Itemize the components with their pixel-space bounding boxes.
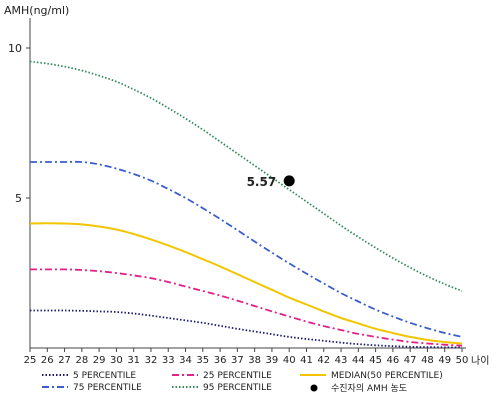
y-tick-label: 5 xyxy=(15,192,22,205)
series-line-25-percentile xyxy=(30,268,463,347)
x-tick-label: 25 xyxy=(24,355,37,366)
legend: 5 PERCENTILE 75 PERCENTILE 25 PERCENTILE 95… xyxy=(42,371,443,394)
legend-label-25-percentile: 25 PERCENTILE xyxy=(203,371,272,381)
y-axis-ticks: 5 10 xyxy=(8,42,30,205)
x-tick-label: 39 xyxy=(266,355,279,366)
x-tick-label: 36 xyxy=(214,355,227,366)
legend-label-median-50-percentile: MEDIAN(50 PERCENTILE) xyxy=(331,371,443,381)
legend-label-patient-amh: 수진자의 AMH 농도 xyxy=(331,383,407,394)
patient-amh-point xyxy=(283,175,295,187)
x-tick-label: 33 xyxy=(162,355,175,366)
y-tick-label: 10 xyxy=(8,42,22,55)
x-tick-label: 40 xyxy=(283,355,296,366)
legend-label-75-percentile: 75 PERCENTILE xyxy=(73,383,142,393)
x-tick-label: 50 xyxy=(456,355,469,366)
x-tick-label: 30 xyxy=(110,355,123,366)
x-tick-label: 44 xyxy=(352,355,365,366)
legend-marker-swatch xyxy=(310,384,318,392)
legend-label-95-percentile: 95 PERCENTILE xyxy=(203,383,272,393)
x-tick-label: 42 xyxy=(317,355,330,366)
patient-marker-group: 5.57 xyxy=(247,175,295,189)
x-tick-label: 34 xyxy=(179,355,192,366)
series-line-median-50-percentile xyxy=(29,222,463,345)
x-tick-label: 47 xyxy=(404,355,417,366)
x-tick-label: 31 xyxy=(127,355,140,366)
y-axis-title: AMH(ng/ml) xyxy=(4,4,69,17)
x-tick-label: 41 xyxy=(300,355,313,366)
x-tick-label: 32 xyxy=(145,355,158,366)
legend-label-5-percentile: 5 PERCENTILE xyxy=(73,371,136,381)
x-axis-ticks: 25 26 27 28 29 30 31 32 33 34 35 36 37 38 39 40 41 42 43 44… xyxy=(24,348,469,366)
x-tick-label: 27 xyxy=(58,355,71,366)
x-tick-label: 29 xyxy=(93,355,106,366)
x-tick-label: 45 xyxy=(369,355,382,366)
x-tick-label: 49 xyxy=(438,355,451,366)
x-tick-label: 38 xyxy=(248,355,261,366)
x-tick-label: 28 xyxy=(75,355,88,366)
x-tick-label: 43 xyxy=(335,355,348,366)
x-tick-label: 37 xyxy=(231,355,244,366)
x-axis-title: 나이 xyxy=(471,355,489,367)
patient-amh-value-label: 5.57 xyxy=(247,175,277,189)
x-tick-label: 26 xyxy=(41,355,54,366)
x-tick-label: 35 xyxy=(196,355,209,366)
x-tick-label: 46 xyxy=(387,355,400,366)
series-line-75-percentile xyxy=(30,160,463,338)
x-tick-label: 48 xyxy=(421,355,434,366)
series-line-5-percentile xyxy=(30,309,462,349)
series-lines xyxy=(29,60,463,349)
